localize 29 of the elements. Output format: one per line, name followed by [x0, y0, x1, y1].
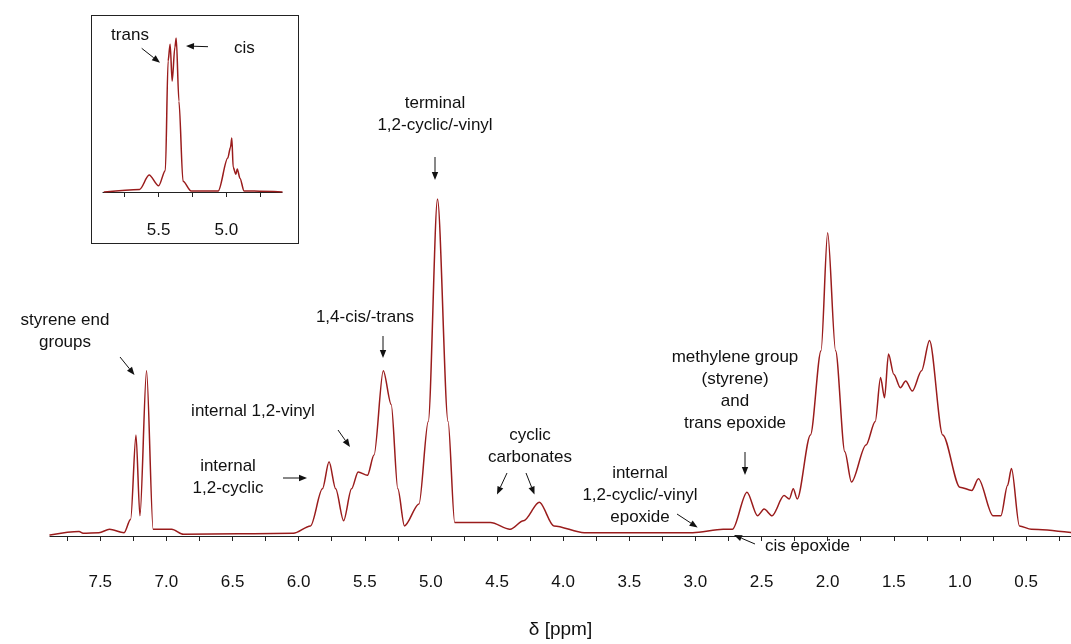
annotation: internal 1,2-cyclic/-vinyl epoxide [582, 462, 698, 526]
x-tick-label: 0.5 [1014, 572, 1038, 591]
x-tick-label: 5.0 [214, 220, 239, 239]
x-tick-label: 2.5 [749, 572, 774, 591]
x-tick-label: 7.5 [88, 572, 113, 591]
text: terminal 1,2-cyclic/-vinyl [377, 92, 493, 134]
annotation: internal 1,2-cyclic [192, 455, 264, 497]
x-tick-label: 3.5 [617, 572, 642, 591]
annotation: 1,4-cis/-trans [315, 306, 415, 326]
x-tick-label: 5.0 [419, 572, 443, 591]
x-tick-label: 5.5 [352, 572, 377, 591]
x-tick-label: 7.0 [154, 572, 179, 591]
annotation: trans [111, 24, 149, 44]
annotation: styrene end groups [20, 309, 110, 351]
x-tick-label: 1.5 [881, 572, 906, 591]
x-tick-label: 6.0 [286, 572, 311, 591]
annotation: cis [234, 37, 255, 57]
x-tick-label: 4.0 [551, 572, 575, 591]
annotation: cyclic carbonates [487, 424, 573, 466]
x-tick-label: 4.5 [485, 572, 509, 591]
x-tick-label: 2.0 [815, 572, 840, 591]
annotation: cis epoxide [765, 535, 851, 555]
annotation: methylene group (styrene) and trans epoxide [671, 346, 799, 432]
x-axis-title: δ [ppm] [528, 618, 593, 639]
annotation: internal 1,2-vinyl [191, 400, 315, 420]
x-tick-label: 5.5 [146, 220, 171, 239]
x-tick-label: 6.5 [220, 572, 245, 591]
x-tick-label: 1.0 [948, 572, 972, 591]
x-tick-label: 3.0 [683, 572, 708, 591]
